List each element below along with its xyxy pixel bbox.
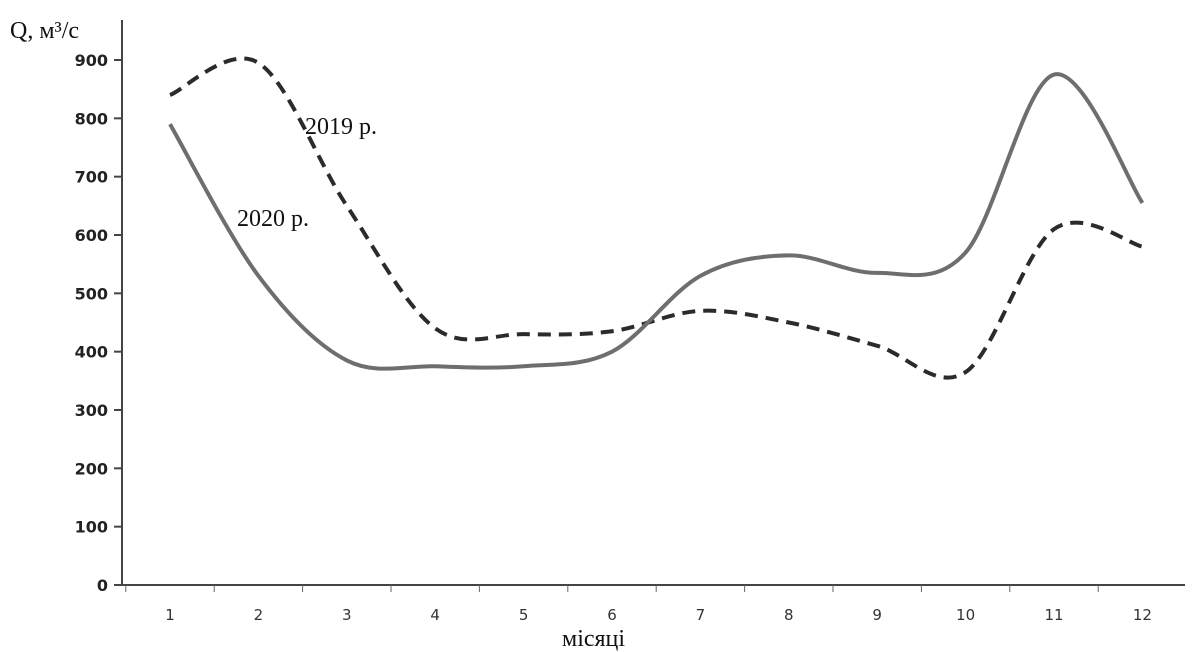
x-tick-label: 9	[872, 606, 882, 624]
y-tick-label: 0	[97, 576, 108, 595]
y-tick-label: 800	[75, 109, 108, 128]
x-tick-label: 4	[430, 606, 440, 624]
x-tick-label: 6	[607, 606, 617, 624]
series-lines	[168, 56, 1145, 380]
x-tick-label: 12	[1133, 606, 1152, 624]
x-tick-label: 7	[696, 606, 706, 624]
x-tick-label: 2	[254, 606, 264, 624]
x-tick-label: 1	[165, 606, 175, 624]
x-tick-label: 10	[956, 606, 975, 624]
x-tick-label: 8	[784, 606, 794, 624]
y-tick-label: 600	[75, 226, 108, 245]
y-tick-label: 700	[75, 168, 108, 187]
y-tick-label: 100	[75, 518, 108, 537]
x-tick-label: 5	[519, 606, 529, 624]
series-line-2019	[169, 56, 1143, 380]
series-label-2020: 2020 р.	[237, 206, 309, 232]
series-line-2020	[168, 72, 1145, 371]
y-tick-label: 200	[75, 459, 108, 478]
series-label-2019: 2019 р.	[305, 114, 377, 140]
y-axis-label: Q, м³/с	[10, 18, 79, 44]
y-axis-ticks: 0 100 200 300 400 500 600 700 800 900	[75, 51, 122, 595]
y-tick-label: 900	[75, 51, 108, 70]
y-tick-label: 500	[75, 284, 108, 303]
x-tick-label: 3	[342, 606, 352, 624]
y-tick-label: 400	[75, 343, 108, 362]
x-axis-label: місяці	[562, 626, 625, 652]
y-tick-label: 300	[75, 401, 108, 420]
x-axis-ticks: 1 2 3 4 5 6 7 8 9 10 11 12	[125, 585, 1152, 624]
x-tick-label: 11	[1044, 606, 1063, 624]
